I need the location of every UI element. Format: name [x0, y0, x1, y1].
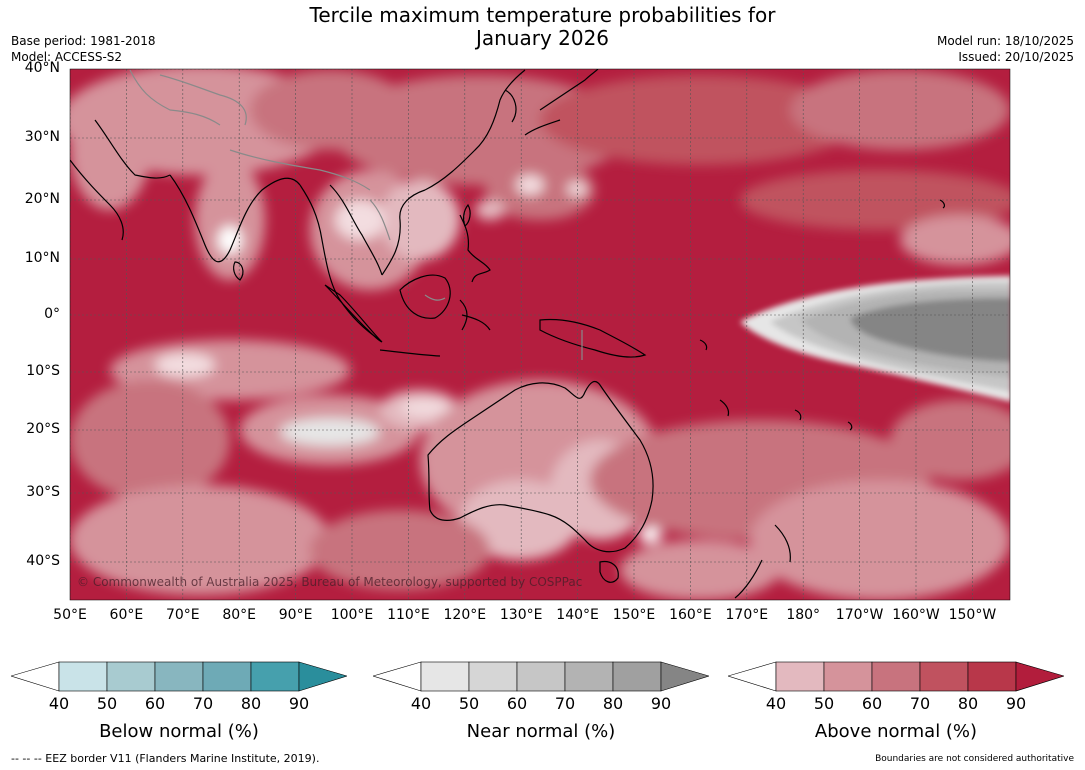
lon-label: 90°E — [278, 607, 313, 623]
colorbar-swatch — [564, 661, 614, 692]
colorbar-tick-label: 90 — [1005, 694, 1027, 713]
title-line-2: January 2026 — [475, 26, 610, 50]
meridians — [70, 69, 973, 600]
lon-label: 160°E — [669, 607, 712, 623]
lon-label: 50°E — [53, 607, 87, 623]
lat-label: 10°S — [26, 363, 60, 379]
lat-label: 40°N — [24, 60, 60, 76]
colorbar-low-extend — [9, 661, 60, 692]
colorbar-tick-label: 50 — [813, 694, 835, 713]
colorbar-tick-label: 50 — [96, 694, 118, 713]
colorbar-swatches — [371, 661, 711, 692]
colorbar-swatch — [154, 661, 204, 692]
lon-label: 60°E — [109, 607, 144, 623]
probability-field — [70, 69, 1010, 600]
colorbar-swatch — [58, 661, 108, 692]
colorbar-tick-label: 80 — [957, 694, 979, 713]
colorbar-swatch — [202, 661, 252, 692]
lon-label: 170°E — [725, 607, 769, 623]
colorbar-tick-label: 40 — [48, 694, 70, 713]
lon-label: 160°W — [892, 607, 940, 623]
colorbar-low-extend — [371, 661, 422, 692]
colorbar-swatch — [516, 661, 566, 692]
colorbar-swatches — [726, 661, 1066, 692]
map-frame — [69, 68, 1011, 601]
lat-label: 0° — [44, 306, 60, 322]
colorbar-swatch — [871, 661, 921, 692]
colorbar-swatch — [967, 661, 1017, 692]
colorbar-swatch — [612, 661, 662, 692]
colorbar-label: Above normal (%) — [814, 721, 978, 742]
lon-label: 150°W — [948, 607, 997, 623]
colorbar: 40 50 60 70 80 90 Near normal (%) — [371, 660, 711, 742]
colorbar-high-extend — [298, 661, 349, 692]
graticule — [70, 69, 1010, 563]
country-borders — [129, 69, 583, 360]
colorbar-tick-label: 70 — [554, 694, 576, 713]
lon-label: 130°E — [499, 607, 543, 623]
lon-label: 140°E — [556, 607, 599, 623]
colorbar-tick-label: 90 — [288, 694, 310, 713]
lat-label: 30°S — [26, 484, 60, 500]
colorbar: 40 50 60 70 80 90 Below normal (%) — [9, 660, 349, 742]
colorbar-swatch — [106, 661, 156, 692]
coastlines — [70, 69, 946, 599]
colorbar-tick-label: 80 — [602, 694, 624, 713]
colorbar-low-extend — [726, 661, 777, 692]
lat-label: 30°N — [24, 129, 60, 145]
colorbar-tick-label: 70 — [909, 694, 931, 713]
colorbar-label: Below normal (%) — [99, 721, 259, 742]
issued-date: Issued: 20/10/2025 — [958, 50, 1074, 64]
colorbar-high-extend — [660, 661, 711, 692]
colorbar-swatch — [420, 661, 470, 692]
colorbar-tick-label: 40 — [410, 694, 432, 713]
lon-label: 180° — [786, 607, 821, 623]
copyright-notice: © Commonwealth of Australia 2025, Bureau… — [77, 575, 583, 589]
colorbar-tick-label: 70 — [192, 694, 214, 713]
colorbar: 40 50 60 70 80 90 Above normal (%) — [726, 660, 1066, 742]
colorbar-swatches — [9, 661, 349, 692]
lat-label: 20°N — [24, 191, 60, 207]
colorbar-label: Near normal (%) — [466, 721, 616, 742]
colorbar-swatch — [468, 661, 518, 692]
lon-label: 70°E — [165, 607, 200, 623]
lat-label: 40°S — [26, 553, 60, 569]
lon-label: 120°E — [443, 607, 487, 623]
colorbar-swatch — [250, 661, 300, 692]
lon-label: 80°E — [222, 607, 257, 623]
colorbar-tick-label: 40 — [765, 694, 787, 713]
colorbar-tick-label: 60 — [861, 694, 883, 713]
lat-label: 10°N — [24, 250, 60, 266]
title-line-1: Tercile maximum temperature probabilitie… — [309, 3, 776, 27]
map-title: Tercile maximum temperature probabilitie… — [0, 4, 1085, 50]
colorbar-high-extend — [1015, 661, 1066, 692]
colorbar-swatch — [919, 661, 969, 692]
colorbar-tick-label: 60 — [144, 694, 166, 713]
lon-label: 150°E — [612, 607, 656, 623]
colorbar-tick-label: 60 — [506, 694, 528, 713]
lon-label: 100°E — [330, 607, 374, 623]
colorbar-tick-label: 80 — [240, 694, 262, 713]
colorbar-tick-label: 50 — [458, 694, 480, 713]
eez-footnote: -- -- -- EEZ border V11 (Flanders Marine… — [11, 752, 320, 765]
model-name: Model: ACCESS-S2 — [11, 50, 123, 64]
meta-right: Model run: 18/10/2025 Issued: 20/10/2025 — [937, 33, 1074, 65]
colorbar-tick-label: 90 — [650, 694, 672, 713]
meta-left: Base period: 1981-2018 Model: ACCESS-S2 — [11, 33, 156, 65]
colorbar-swatch — [823, 661, 873, 692]
near-normal-tongue — [740, 276, 1010, 402]
model-run: Model run: 18/10/2025 — [936, 34, 1074, 48]
base-period: Base period: 1981-2018 — [11, 34, 156, 48]
boundaries-disclaimer: Boundaries are not considered authoritat… — [875, 754, 1074, 764]
lat-label: 20°S — [26, 421, 60, 437]
colorbar-swatch — [775, 661, 825, 692]
lon-label: 170°W — [835, 607, 884, 623]
lon-label: 110°E — [387, 607, 430, 623]
